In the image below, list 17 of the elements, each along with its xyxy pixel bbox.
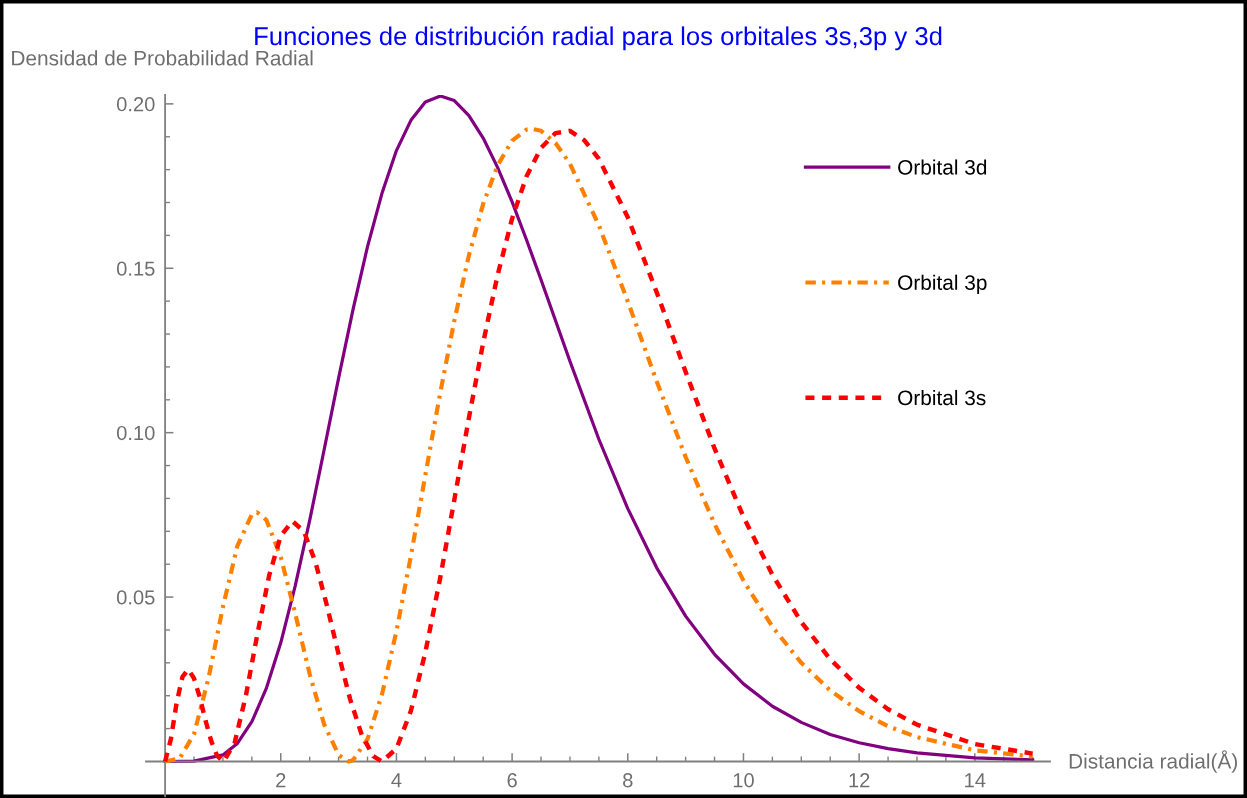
chart-title: Funciones de distribución radial para los orbitales 3s,3p y 3d [255,26,942,51]
x-tick-label: 14 [965,773,986,788]
legend-label: Orbital 3d [898,159,987,175]
legend-label: Orbital 3s [898,389,986,406]
x-tick-label: 10 [733,773,754,788]
y-axis-title: Densidad de Probabilidad Radial [12,50,313,66]
x-tick-label: 2 [276,773,286,788]
y-tick-label: 0.05 [116,590,155,605]
y-tick-label: 0.20 [116,97,155,112]
x-axis-title: Distancia radial(Å) [1069,750,1237,773]
x-tick-label: 6 [507,773,517,788]
x-tick-label: 8 [623,773,633,788]
legend-label: Orbital 3p [898,274,987,295]
y-tick-label: 0.10 [116,425,155,441]
y-tick-label: 0.15 [116,261,155,276]
x-tick-label: 12 [849,773,870,788]
x-tick-label: 4 [391,773,402,788]
